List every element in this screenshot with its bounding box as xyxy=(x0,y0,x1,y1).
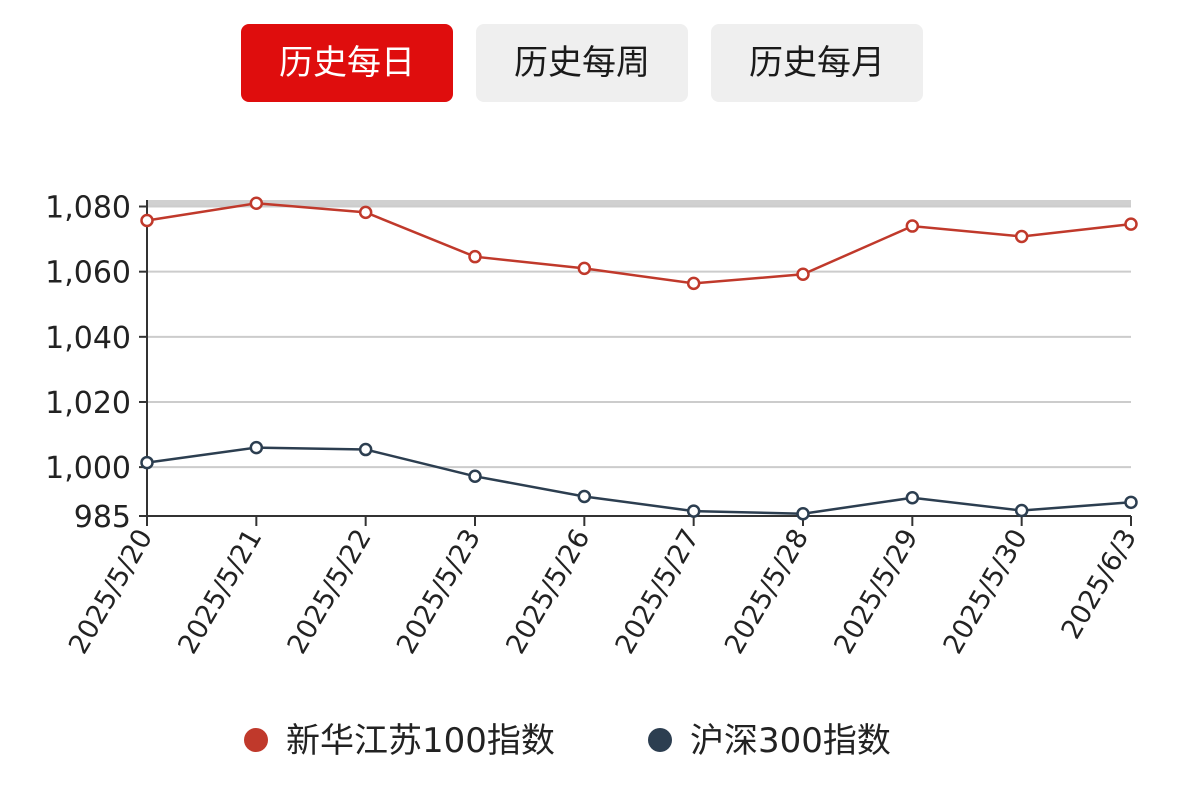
legend-label: 沪深300指数 xyxy=(690,721,891,761)
data-point xyxy=(249,440,264,455)
legend-marker xyxy=(648,728,672,752)
data-point xyxy=(1014,229,1029,244)
data-point xyxy=(358,442,373,457)
series-line-2 xyxy=(146,446,1132,515)
data-point xyxy=(577,489,592,504)
data-point xyxy=(468,469,482,484)
legend-label: 新华江苏100指数 xyxy=(286,721,555,761)
x-tick-label: 2025/6/3 xyxy=(1056,524,1143,645)
series-line-1 xyxy=(146,202,1132,285)
x-tick-label: 2025/5/23 xyxy=(391,524,487,659)
x-tick-label: 2025/5/29 xyxy=(828,524,924,659)
data-point xyxy=(796,506,810,521)
tab-monthly-history[interactable]: 历史每月 xyxy=(711,24,923,102)
data-point xyxy=(1124,495,1138,510)
x-tick-label: 2025/5/28 xyxy=(719,524,815,659)
x-tick-label: 2025/5/27 xyxy=(610,524,706,659)
data-point xyxy=(905,491,920,505)
tab-weekly-history[interactable]: 历史每周 xyxy=(476,24,688,102)
data-point xyxy=(249,196,264,211)
tab-daily-history[interactable]: 历史每日 xyxy=(241,24,453,102)
y-tick-label: 985 xyxy=(74,500,131,535)
data-point xyxy=(1124,217,1138,231)
y-tick-label: 1,060 xyxy=(45,256,131,291)
x-tick-label: 2025/5/21 xyxy=(172,524,268,659)
data-point xyxy=(577,261,592,276)
data-point xyxy=(796,267,810,282)
legend-marker xyxy=(244,728,268,752)
y-tick-label: 1,020 xyxy=(45,386,131,421)
data-point xyxy=(686,504,701,518)
x-tick-label: 2025/5/20 xyxy=(63,524,159,659)
y-tick-label: 1,080 xyxy=(45,191,131,226)
y-tick-label: 1,040 xyxy=(45,321,131,356)
plot-top-band xyxy=(147,200,1131,206)
y-tick-label: 1,000 xyxy=(45,451,131,486)
data-point xyxy=(468,249,482,264)
data-point xyxy=(140,213,154,228)
data-point xyxy=(1014,503,1029,518)
data-point xyxy=(686,276,701,291)
data-point xyxy=(358,205,373,220)
x-tick-label: 2025/5/30 xyxy=(938,524,1034,659)
x-tick-label: 2025/5/22 xyxy=(282,524,378,659)
data-point xyxy=(140,455,154,470)
x-tick-label: 2025/5/26 xyxy=(500,524,596,659)
data-point xyxy=(905,219,920,233)
